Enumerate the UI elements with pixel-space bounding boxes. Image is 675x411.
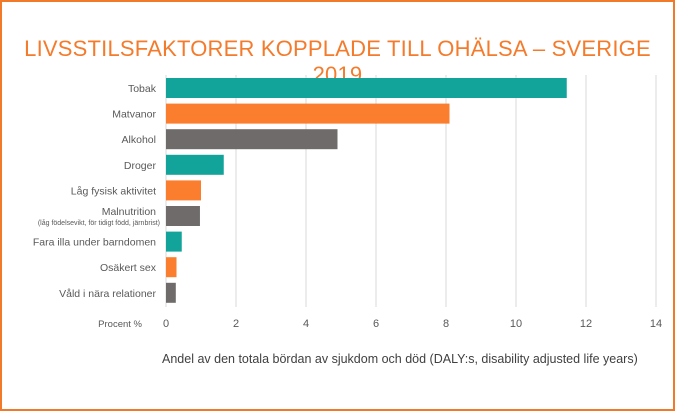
x-tick-labels: 0 2 4 6 8 10 12 14 xyxy=(163,318,662,330)
category-sublabel: (låg födelsevikt, för tidigt född, järnb… xyxy=(38,219,160,227)
category-label: Fara illa under barndomen xyxy=(33,237,156,249)
x-tick-label: 4 xyxy=(303,318,309,330)
category-label: Tobak xyxy=(128,83,157,95)
category-label: Osäkert sex xyxy=(100,262,157,274)
category-label: Droger xyxy=(124,160,157,172)
bar-fara-illa-under-barndomen xyxy=(166,231,182,252)
category-labels: Tobak Matvanor Alkohol Droger Låg fysisk akt… xyxy=(33,83,160,300)
category-label: Alkohol xyxy=(122,134,156,146)
x-tick-label: 2 xyxy=(233,318,239,330)
x-axis-label: Procent % xyxy=(98,319,142,330)
bar-malnutrition xyxy=(166,206,200,226)
category-label: Våld i nära relationer xyxy=(59,288,156,300)
x-tick-label: 10 xyxy=(510,318,522,330)
x-tick-label: 6 xyxy=(373,318,379,330)
x-tick-label: 8 xyxy=(443,318,449,330)
bar-tobak xyxy=(166,78,567,98)
bar-os-kert-sex xyxy=(166,257,177,278)
category-label: Malnutrition xyxy=(102,206,156,218)
x-tick-label: 14 xyxy=(650,318,662,330)
chart-caption: Andel av den totala bördan av sjukdom oc… xyxy=(162,352,638,366)
x-tick-label: 0 xyxy=(163,318,169,330)
x-tick-label: 12 xyxy=(580,318,592,330)
bars xyxy=(166,78,567,303)
bar-matvanor xyxy=(166,103,450,124)
bar-v-ld-i-n-ra-relationer xyxy=(166,282,176,303)
category-label: Matvanor xyxy=(112,109,156,121)
bar-alkohol xyxy=(166,129,338,150)
bar-l-g-fysisk-aktivitet xyxy=(166,180,201,201)
bar-droger xyxy=(166,154,224,175)
category-label: Låg fysisk aktivitet xyxy=(71,185,156,197)
